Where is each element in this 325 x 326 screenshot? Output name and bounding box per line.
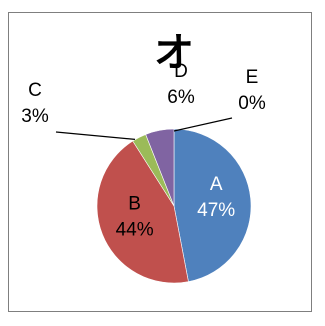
data-label-d-value: 6% xyxy=(167,87,195,108)
data-label-a-category: A xyxy=(210,174,223,195)
leader-lines xyxy=(55,117,233,140)
data-label-e-value: 0% xyxy=(238,93,266,114)
leader-line-c xyxy=(55,131,136,140)
pie-slice-b xyxy=(96,140,189,284)
pie-slice-a xyxy=(173,128,252,282)
data-label-b-category: B xyxy=(128,194,141,215)
data-label-c-category: C xyxy=(28,80,42,101)
leader-line-e xyxy=(173,117,233,132)
data-labels: A 47% B 44% C 3% D 6% E 0% xyxy=(21,61,266,241)
pie-slices xyxy=(96,128,252,284)
data-label-e-category: E xyxy=(246,67,259,88)
data-label-b-value: 44% xyxy=(116,220,154,241)
chart-title: オ xyxy=(154,30,194,76)
data-label-a-value: 47% xyxy=(197,200,235,221)
data-label-c-value: 3% xyxy=(21,106,49,127)
pie-slice-d xyxy=(145,128,175,207)
data-label-d-category: D xyxy=(174,61,188,82)
